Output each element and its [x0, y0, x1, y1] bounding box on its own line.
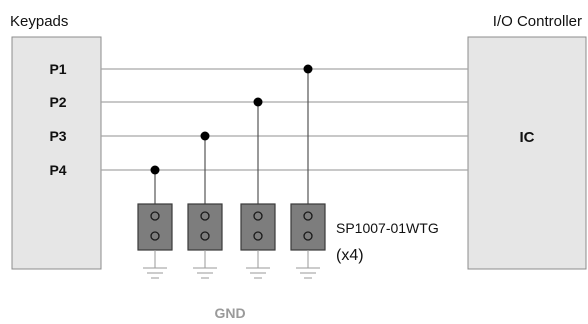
- tvs-device-2: [187, 203, 223, 251]
- part-number-label: SP1007-01WTG: [336, 220, 439, 236]
- tvs-device-1: [137, 203, 173, 251]
- ground-symbol-3: [246, 250, 270, 279]
- pin-label-p2: P2: [49, 94, 66, 110]
- io-controller-block: [467, 36, 587, 270]
- keypad-block: [11, 36, 102, 270]
- junction-node-p4: [150, 165, 160, 175]
- gnd-label: GND: [214, 305, 245, 321]
- junction-node-p3: [200, 131, 210, 141]
- io-controller-title: I/O Controller: [493, 13, 582, 30]
- quantity-label: (x4): [336, 247, 364, 264]
- junction-node-p1: [303, 64, 313, 74]
- ic-label: IC: [520, 129, 535, 146]
- ground-symbol-4: [296, 250, 320, 279]
- tvs-device-4: [290, 203, 326, 251]
- keypads-title: Keypads: [10, 13, 68, 30]
- pin-label-p1: P1: [49, 61, 66, 77]
- pin-label-p3: P3: [49, 128, 66, 144]
- pin-label-p4: P4: [49, 162, 66, 178]
- junction-node-p2: [253, 97, 263, 107]
- ground-symbol-2: [193, 250, 217, 279]
- ground-symbol-1: [143, 250, 167, 279]
- tvs-device-3: [240, 203, 276, 251]
